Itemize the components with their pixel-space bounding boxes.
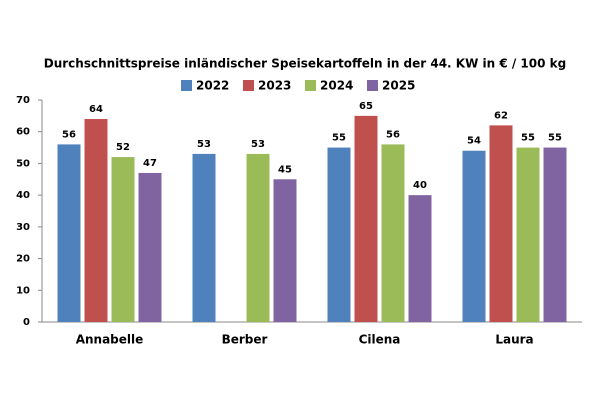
legend-swatch <box>305 80 316 91</box>
bar <box>543 147 567 322</box>
bar <box>246 153 270 322</box>
x-tick-label: Cilena <box>359 333 401 347</box>
legend-swatch <box>243 80 254 91</box>
data-label: 54 <box>467 136 481 147</box>
y-tick-label: 0 <box>23 317 30 328</box>
y-tick-label: 50 <box>16 158 30 169</box>
bar <box>408 195 432 322</box>
bar <box>111 157 135 322</box>
bar <box>138 172 162 322</box>
y-tick-label: 20 <box>16 254 30 265</box>
legend-label: 2024 <box>320 79 353 93</box>
data-label: 55 <box>332 133 346 144</box>
y-tick-label: 30 <box>16 222 30 233</box>
data-label: 40 <box>413 180 427 191</box>
data-label: 55 <box>521 133 535 144</box>
legend-label: 2022 <box>196 79 229 93</box>
bar <box>84 119 108 323</box>
bar <box>57 144 81 322</box>
y-tick-label: 10 <box>16 285 30 296</box>
bar <box>489 125 513 322</box>
y-tick-label: 40 <box>16 190 30 201</box>
data-label: 53 <box>251 139 265 150</box>
data-label: 56 <box>62 129 76 140</box>
bar <box>516 147 540 322</box>
data-label: 55 <box>548 133 562 144</box>
x-tick-label: Annabelle <box>76 333 144 347</box>
legend-label: 2025 <box>382 79 415 93</box>
bar <box>462 150 486 322</box>
legend-swatch <box>181 80 192 91</box>
x-tick-label: Laura <box>495 333 533 347</box>
data-label: 52 <box>116 142 130 153</box>
data-label: 62 <box>494 110 508 121</box>
x-tick-label: Berber <box>222 333 268 347</box>
chart-title: Durchschnittspreise inländischer Speisek… <box>44 57 566 71</box>
data-label: 45 <box>278 164 292 175</box>
data-label: 64 <box>89 104 103 115</box>
bar <box>354 115 378 322</box>
bar <box>273 179 297 322</box>
data-label: 53 <box>197 139 211 150</box>
y-tick-label: 70 <box>16 95 30 106</box>
data-label: 47 <box>143 158 157 169</box>
data-label: 56 <box>386 129 400 140</box>
legend-label: 2023 <box>258 79 291 93</box>
legend-swatch <box>367 80 378 91</box>
bar <box>327 147 351 322</box>
bar <box>381 144 405 322</box>
bar <box>192 153 216 322</box>
y-tick-label: 60 <box>16 127 30 138</box>
data-label: 65 <box>359 101 373 112</box>
